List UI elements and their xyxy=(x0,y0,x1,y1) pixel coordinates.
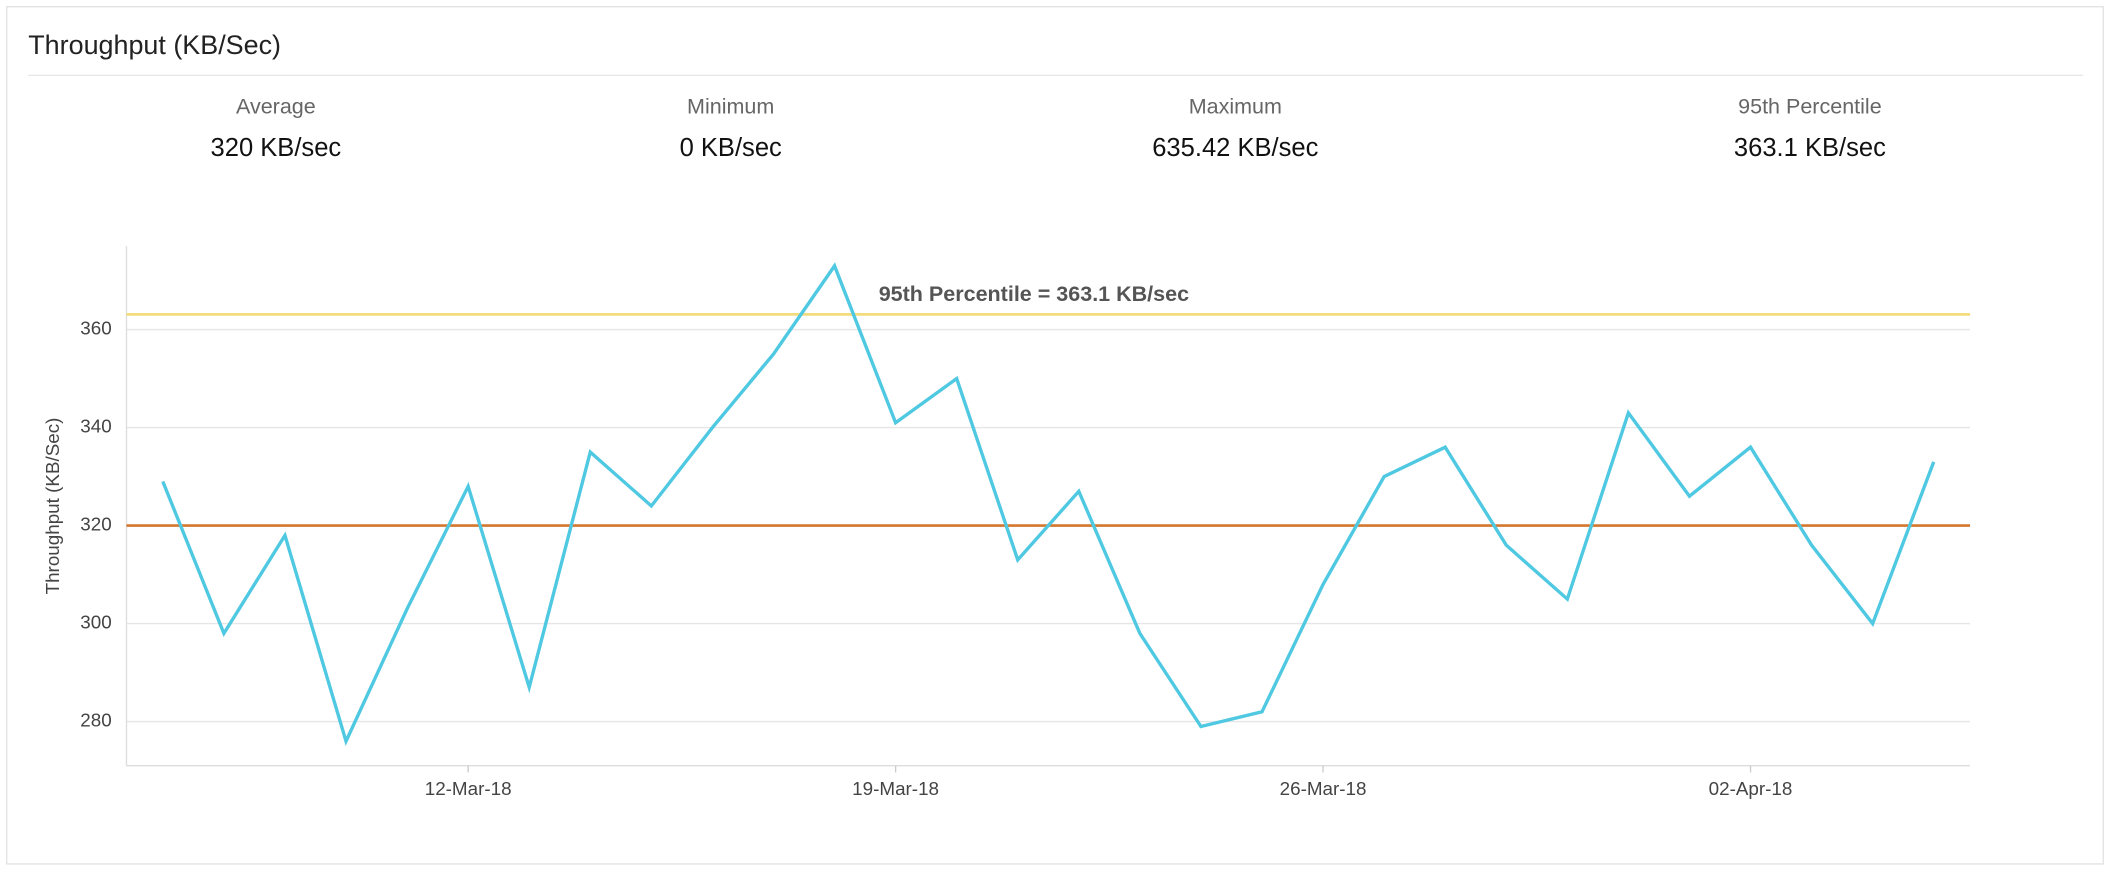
stat-value: 363.1 KB/sec xyxy=(1734,134,1886,162)
panel-title: Throughput (KB/Sec) xyxy=(28,30,281,60)
x-tick-label: 12-Mar-18 xyxy=(425,778,512,799)
stat-label: 95th Percentile xyxy=(1738,94,1882,118)
stat-label: Maximum xyxy=(1189,94,1282,118)
y-tick-label: 340 xyxy=(80,416,111,437)
stat-value: 635.42 KB/sec xyxy=(1152,134,1318,162)
reference-label: 95th Percentile = 363.1 KB/sec xyxy=(879,282,1189,306)
x-tick-label: 02-Apr-18 xyxy=(1709,778,1793,799)
series-line xyxy=(161,262,1936,746)
y-tick-label: 300 xyxy=(80,612,111,633)
y-tick-label: 320 xyxy=(80,514,111,535)
y-tick-label: 280 xyxy=(80,710,111,731)
stat-value: 0 KB/sec xyxy=(680,134,782,162)
y-axis-label: Throughput (KB/Sec) xyxy=(42,418,63,595)
y-tick-label: 360 xyxy=(80,318,111,339)
stat-value: 320 KB/sec xyxy=(211,134,342,162)
x-tick-label: 19-Mar-18 xyxy=(852,778,939,799)
stat-label: Minimum xyxy=(687,94,774,118)
x-tick-label: 26-Mar-18 xyxy=(1280,778,1367,799)
stat-label: Average xyxy=(236,94,316,118)
